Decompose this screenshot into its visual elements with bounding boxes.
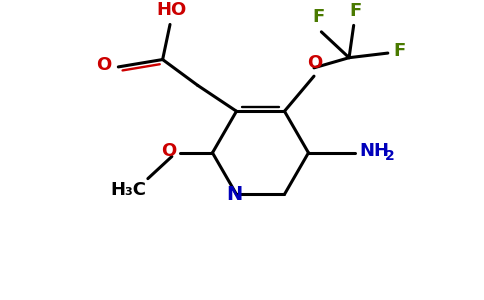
Text: O: O: [96, 56, 111, 74]
Text: H₃C: H₃C: [110, 182, 146, 200]
Text: NH: NH: [359, 142, 389, 160]
Text: O: O: [307, 53, 322, 71]
Text: HO: HO: [157, 1, 187, 19]
Text: F: F: [349, 2, 362, 20]
Text: F: F: [313, 8, 325, 26]
Text: 2: 2: [385, 149, 395, 164]
Text: O: O: [161, 142, 177, 160]
Text: F: F: [393, 42, 406, 60]
Text: N: N: [227, 185, 243, 204]
